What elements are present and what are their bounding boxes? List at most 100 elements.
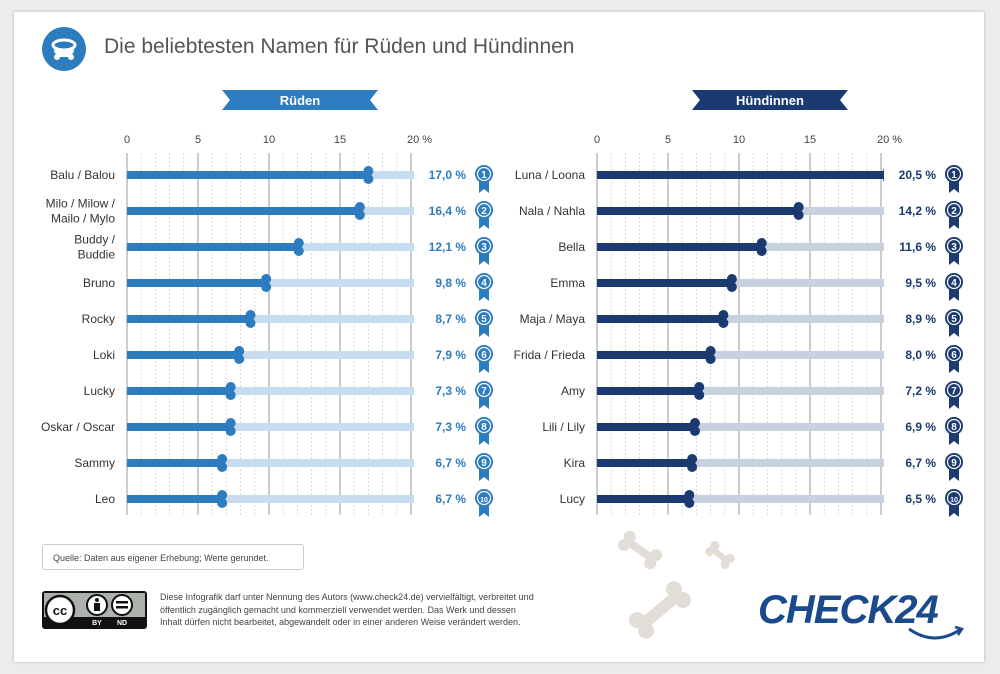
dog-collar-icon [42,27,86,71]
value-label: 20,5 % [899,168,937,182]
value-label-bg [414,381,470,401]
bone-decoration [618,530,735,639]
bar-end-knob [694,382,705,392]
bar [127,171,369,179]
category-label: Loki [93,348,115,362]
rank-badge-ribbon [949,433,959,445]
rank-number: 8 [951,422,957,433]
bar [597,315,724,323]
license-line: Diese Infografik darf unter Nennung des … [160,592,534,602]
category-label: Oskar / Oscar [41,420,115,434]
value-label-bg [414,489,470,509]
rank-badge-ring [946,454,962,470]
chart-title: Hündinnen [736,93,804,108]
bar-end-knob [225,418,236,428]
value-label: 8,9 % [905,312,936,326]
bar-track [127,423,421,431]
rank-number: 3 [481,242,487,253]
rank-number: 2 [481,206,487,217]
rank-badge-ring [476,490,492,506]
category-label: Lucy [560,492,585,506]
rank-badge-ring [476,310,492,326]
value-label: 7,2 % [905,384,936,398]
check24-logo: CHECK24 [758,588,939,632]
category-label: Buddie [78,248,116,262]
x-tick-label: 20 % [407,134,432,146]
bar-track [597,315,891,323]
bar-end-knob [363,174,374,184]
rank-badge-ring [476,202,492,218]
rank-badge-ring [946,274,962,290]
bar-end-knob [705,346,716,356]
rank-badge-ribbon [949,325,959,337]
bar-end-knob [225,426,236,436]
rank-number: 3 [951,242,957,253]
value-label: 8,0 % [905,348,936,362]
category-label: Bruno [83,276,115,290]
chart-title-ribbon [692,90,848,110]
rank-badge-ring [946,238,962,254]
bar-end-knob [756,246,767,256]
creative-commons-badge: cc BY ND [42,591,147,629]
category-label: Lucky [84,384,115,398]
value-label-bg [414,453,470,473]
rank-badge-ribbon [479,433,489,445]
rank-number: 1 [951,170,957,181]
rank-number: 6 [481,350,487,361]
bar-end-knob [354,210,365,220]
value-label: 6,7 % [435,492,466,506]
value-label-bg [414,345,470,365]
rank-number: 10 [480,497,488,504]
category-label: Maja / Maya [520,312,586,326]
rank-badge-ribbon [949,469,959,481]
rank-number: 7 [951,386,957,397]
rank-number: 4 [481,278,487,289]
bar-track [597,387,891,395]
bar [597,423,695,431]
bar-end-knob [718,318,729,328]
rank-badge-ribbon [479,289,489,301]
rank-badge-ribbon [479,397,489,409]
value-label: 8,7 % [435,312,466,326]
value-label: 11,6 % [899,240,936,254]
rank-badge-ring [946,418,962,434]
value-label: 6,9 % [905,420,936,434]
bar-end-knob [217,490,228,500]
rank-number: 5 [481,314,487,325]
bar [597,207,799,215]
bar-end-knob [354,202,365,212]
bar-end-knob [225,382,236,392]
bar-end-knob [689,426,700,436]
bar-end-knob [687,462,698,472]
bar-track [597,459,891,467]
x-tick-label: 5 [665,134,671,146]
bar [127,495,223,503]
rank-badge-ring [476,274,492,290]
category-label: Leo [95,492,115,506]
bar [127,207,360,215]
bar-end-knob [217,462,228,472]
bar-track [597,423,891,431]
bar-track [597,351,891,359]
bar-end-knob [793,202,804,212]
category-label: Amy [561,384,585,398]
license-line: Inhalt dürfen nicht bearbeitet, abgewand… [160,617,521,627]
rank-badge-ring [946,166,962,182]
bar-end-knob [261,282,272,292]
bar-end-knob [293,238,304,248]
bar-end-knob [225,390,236,400]
bar [127,459,223,467]
rank-number: 9 [481,458,487,469]
rank-badge-ring [946,202,962,218]
bar [127,279,267,287]
bar-end-knob [245,318,256,328]
logo-swoosh [908,625,964,640]
category-label: Sammy [74,456,115,470]
rank-badge-ring [476,454,492,470]
category-label: Mailo / Mylo [51,212,115,226]
bar-track [127,459,421,467]
rank-badge-ribbon [949,397,959,409]
category-label: Buddy / [74,233,115,247]
value-label-bg [884,345,940,365]
value-label-bg [884,165,940,185]
